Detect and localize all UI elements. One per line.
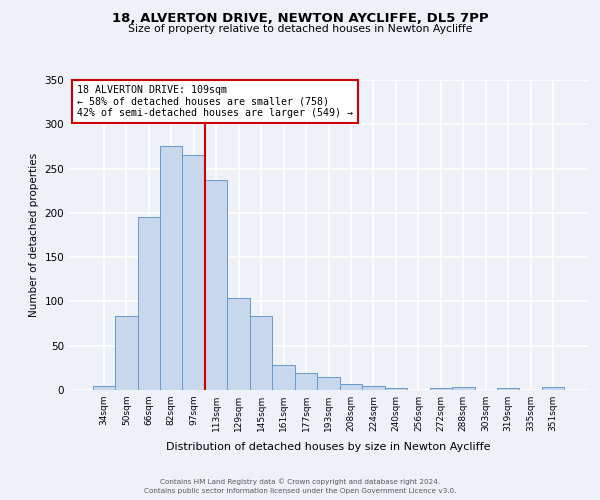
Bar [362,386,385,390]
Text: Contains HM Land Registry data © Crown copyright and database right 2024.: Contains HM Land Registry data © Crown c… [160,478,440,485]
Bar [205,180,227,390]
Bar [227,298,250,390]
Text: 18 ALVERTON DRIVE: 109sqm
← 58% of detached houses are smaller (758)
42% of semi: 18 ALVERTON DRIVE: 109sqm ← 58% of detac… [77,84,353,118]
Bar [430,388,452,390]
Bar [452,388,475,390]
X-axis label: Distribution of detached houses by size in Newton Aycliffe: Distribution of detached houses by size … [166,442,491,452]
Bar [542,388,565,390]
Text: 18, ALVERTON DRIVE, NEWTON AYCLIFFE, DL5 7PP: 18, ALVERTON DRIVE, NEWTON AYCLIFFE, DL5… [112,12,488,26]
Y-axis label: Number of detached properties: Number of detached properties [29,153,39,317]
Text: Size of property relative to detached houses in Newton Aycliffe: Size of property relative to detached ho… [128,24,472,34]
Bar [340,384,362,390]
Bar [250,316,272,390]
Bar [115,316,137,390]
Bar [317,376,340,390]
Bar [385,388,407,390]
Bar [272,365,295,390]
Bar [137,218,160,390]
Bar [92,386,115,390]
Bar [160,146,182,390]
Bar [295,373,317,390]
Bar [182,156,205,390]
Bar [497,388,520,390]
Text: Contains public sector information licensed under the Open Government Licence v3: Contains public sector information licen… [144,488,456,494]
